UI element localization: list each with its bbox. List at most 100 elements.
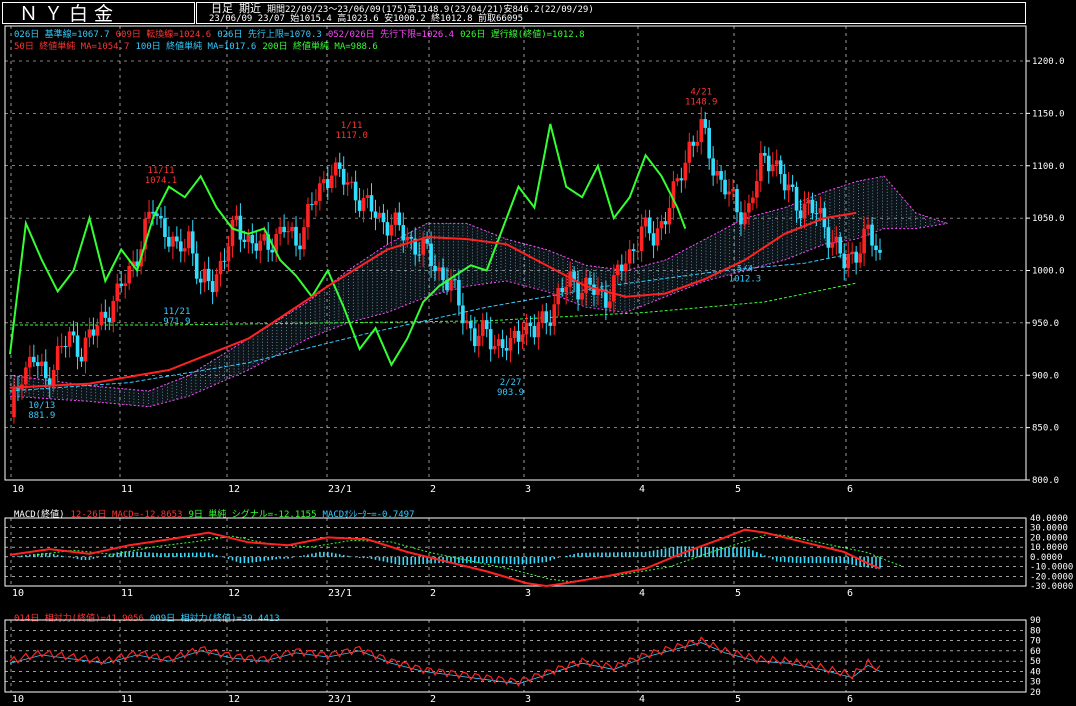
candle-body bbox=[91, 329, 96, 336]
legend-item: 026日 先行上限=1070.3 bbox=[217, 30, 322, 40]
x-axis-label: 6 bbox=[847, 484, 853, 495]
candle-body bbox=[55, 346, 60, 371]
candle-body bbox=[16, 388, 20, 390]
annotation-value: 1117.0 bbox=[335, 131, 368, 141]
candle-body bbox=[600, 288, 604, 290]
candle-body bbox=[111, 300, 116, 323]
candle-body bbox=[246, 234, 251, 242]
candle-body bbox=[520, 334, 525, 342]
candle-body bbox=[59, 346, 64, 348]
legend-item: 12-26日 MACD=-12.8653 bbox=[70, 510, 183, 520]
candle-body bbox=[564, 286, 568, 293]
candle-body bbox=[846, 253, 851, 269]
candle-body bbox=[703, 119, 708, 128]
candle-body bbox=[123, 283, 128, 287]
x-axis-label: 11 bbox=[121, 588, 133, 599]
candle-body bbox=[461, 305, 465, 324]
candle-body bbox=[874, 245, 878, 250]
candle-body bbox=[627, 249, 632, 264]
ma50-line bbox=[9, 211, 857, 389]
x-axis-label: 3 bbox=[525, 484, 531, 495]
candle-body bbox=[723, 179, 727, 195]
candle-body bbox=[492, 346, 497, 350]
candle-body bbox=[302, 227, 306, 250]
candle-body bbox=[818, 208, 823, 214]
candle-body bbox=[826, 227, 831, 248]
candle-body bbox=[115, 283, 120, 301]
price-tick-label: 950.0 bbox=[1032, 319, 1059, 329]
candle-body bbox=[182, 248, 187, 252]
candle-body bbox=[345, 182, 350, 185]
candle-body bbox=[198, 278, 203, 283]
candle-body bbox=[659, 221, 664, 229]
candle-body bbox=[71, 331, 76, 336]
candle-body bbox=[322, 179, 326, 184]
candle-body bbox=[290, 226, 294, 232]
annotation-value: 1148.9 bbox=[685, 98, 718, 108]
x-axis-label: 11 bbox=[121, 694, 133, 705]
candle-body bbox=[171, 236, 175, 247]
candle-body bbox=[143, 218, 147, 250]
type-label: 日足 bbox=[211, 2, 233, 15]
candle-body bbox=[63, 346, 68, 348]
macd-tick-label: 0.0000 bbox=[1030, 553, 1063, 563]
candle-body bbox=[643, 217, 648, 227]
candle-body bbox=[218, 260, 223, 275]
x-axis-label: 5 bbox=[735, 484, 741, 495]
candle-body bbox=[179, 241, 183, 252]
candle-body bbox=[568, 271, 572, 287]
candle-body bbox=[592, 284, 596, 295]
candle-body bbox=[270, 249, 274, 253]
candle-body bbox=[310, 204, 314, 206]
candle-body bbox=[147, 211, 151, 219]
candle-body bbox=[536, 323, 541, 338]
candle-body bbox=[802, 203, 807, 219]
candle-body bbox=[357, 200, 362, 211]
legend-item: 100日 終値単純 MA=1017.6 bbox=[135, 42, 257, 52]
candle-body bbox=[635, 251, 640, 253]
candle-body bbox=[441, 267, 445, 280]
x-axis-label: 3 bbox=[525, 694, 531, 705]
x-axis-label: 5 bbox=[735, 694, 741, 705]
candle-body bbox=[433, 265, 437, 272]
candle-body bbox=[671, 181, 676, 208]
candle-body bbox=[306, 204, 310, 228]
candle-body bbox=[623, 263, 628, 272]
candle-body bbox=[421, 239, 425, 255]
rsi-tick-label: 20 bbox=[1030, 688, 1041, 698]
candle-body bbox=[445, 279, 449, 291]
x-axis-label: 4 bbox=[639, 484, 645, 495]
x-axis-label: 10 bbox=[12, 694, 24, 705]
macd-tick-label: 10.0000 bbox=[1030, 543, 1068, 553]
candle-body bbox=[67, 331, 72, 347]
annotation-date: 5/4 bbox=[737, 265, 753, 275]
candle-body bbox=[12, 388, 16, 418]
annotation-date: 4/21 bbox=[690, 88, 712, 98]
legend-item: 026日 遅行線(終値)=1012.8 bbox=[460, 30, 585, 40]
x-axis-label: 3 bbox=[525, 588, 531, 599]
candle-body bbox=[512, 330, 517, 338]
candle-body bbox=[838, 236, 843, 254]
x-axis-label: 23/1 bbox=[328, 588, 352, 599]
summary-line: 期間22/09/23～23/06/09(175)高1148.9(23/04/21… bbox=[267, 5, 594, 15]
panel-frame bbox=[4, 25, 1027, 481]
candle-body bbox=[480, 320, 485, 336]
price-tick-label: 1200.0 bbox=[1032, 57, 1065, 67]
candle-body bbox=[135, 261, 139, 267]
chart-title: ＮＹ白金 bbox=[19, 3, 120, 25]
candle-body bbox=[234, 215, 239, 220]
cloud-upper-line bbox=[9, 175, 948, 392]
candle-body bbox=[175, 236, 179, 242]
candle-body bbox=[810, 199, 815, 214]
candle-body bbox=[369, 195, 374, 212]
candle-body bbox=[337, 162, 342, 169]
candle-body bbox=[679, 178, 684, 181]
candle-body bbox=[488, 329, 493, 350]
candle-body bbox=[266, 234, 271, 250]
rsi-tick-label: 80 bbox=[1030, 626, 1041, 636]
annotation-date: 11/11 bbox=[147, 166, 174, 176]
candle-body bbox=[786, 184, 791, 191]
candle-body bbox=[43, 361, 48, 379]
legend-item: 009日 転換線=1024.6 bbox=[115, 30, 212, 40]
